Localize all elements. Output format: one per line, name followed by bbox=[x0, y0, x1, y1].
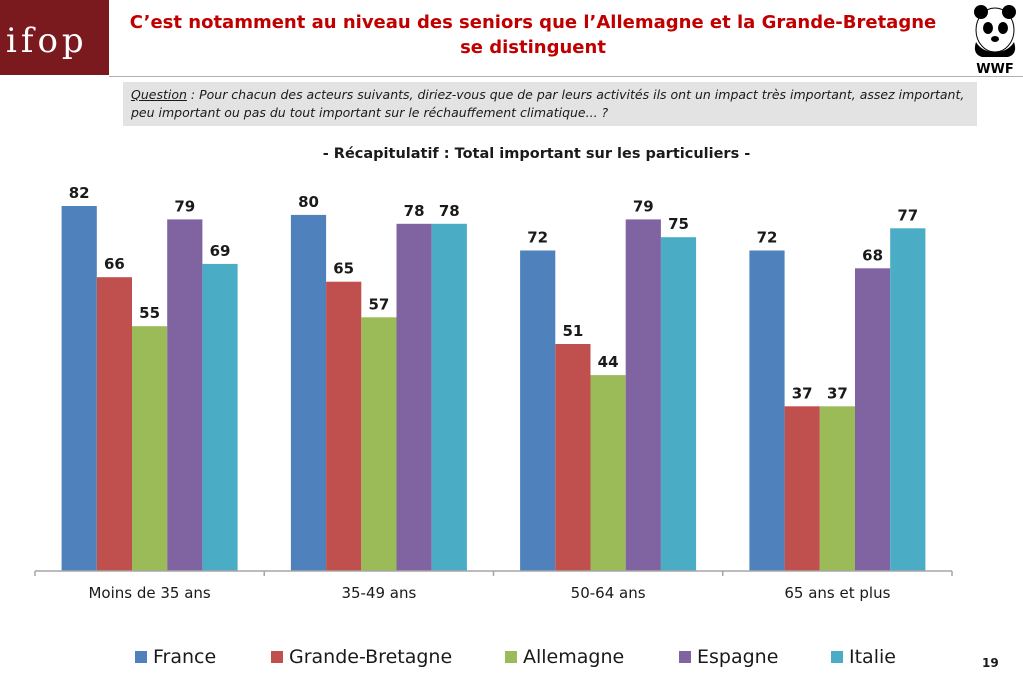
data-label: 55 bbox=[139, 304, 160, 322]
data-label: 79 bbox=[633, 197, 654, 215]
bar bbox=[819, 406, 855, 571]
header-divider bbox=[109, 76, 1023, 77]
legend-label: Espagne bbox=[697, 646, 779, 668]
bar bbox=[784, 406, 820, 571]
bar bbox=[431, 223, 467, 572]
data-label: 65 bbox=[333, 260, 354, 278]
legend-item: France bbox=[135, 646, 216, 668]
bar bbox=[167, 219, 203, 571]
data-label: 37 bbox=[827, 384, 848, 402]
bar bbox=[361, 317, 397, 571]
bar bbox=[132, 326, 168, 571]
bar bbox=[660, 237, 697, 571]
data-label: 57 bbox=[368, 295, 389, 313]
data-label: 69 bbox=[210, 242, 231, 260]
legend-swatch bbox=[505, 651, 517, 663]
bar bbox=[555, 344, 591, 571]
legend-item: Espagne bbox=[679, 646, 778, 668]
data-label: 75 bbox=[668, 215, 689, 233]
bar bbox=[396, 223, 432, 572]
question-label: Question bbox=[131, 87, 187, 102]
wwf-logo: WWF bbox=[968, 2, 1023, 77]
ifop-logo: ifop bbox=[0, 0, 109, 75]
data-label: 51 bbox=[562, 322, 583, 340]
question-text: : Pour chacun des acteurs suivants, diri… bbox=[131, 87, 965, 120]
legend-swatch bbox=[135, 651, 147, 663]
data-label: 79 bbox=[174, 197, 195, 215]
bar bbox=[890, 228, 926, 572]
page-number: 19 bbox=[982, 656, 999, 670]
panda-icon: WWF bbox=[974, 5, 1016, 77]
x-tick-label: 50-64 ans bbox=[571, 584, 646, 602]
legend-label: Grande-Bretagne bbox=[289, 646, 453, 668]
data-label: 78 bbox=[404, 202, 425, 220]
legend-item: Italie bbox=[831, 646, 896, 668]
data-label: 44 bbox=[598, 353, 619, 371]
legend-item: Grande-Bretagne bbox=[271, 646, 452, 668]
bar bbox=[590, 375, 626, 571]
data-label: 68 bbox=[862, 246, 883, 264]
ifop-logo-text: ifop bbox=[6, 21, 88, 61]
chart-subtitle: - Récapitulatif : Total important sur le… bbox=[322, 146, 751, 162]
data-label: 77 bbox=[897, 206, 918, 224]
bar bbox=[855, 268, 891, 571]
legend-label: Allemagne bbox=[523, 646, 625, 668]
legend-item: Allemagne bbox=[505, 646, 624, 668]
bar bbox=[749, 250, 785, 571]
bar bbox=[96, 277, 132, 571]
question-box: Question : Pour chacun des acteurs suiva… bbox=[123, 82, 977, 126]
x-tick-label: 65 ans et plus bbox=[784, 584, 890, 602]
bar bbox=[61, 206, 97, 571]
data-label: 80 bbox=[298, 193, 319, 211]
legend-swatch bbox=[679, 651, 691, 663]
bar bbox=[202, 263, 238, 571]
data-label: 37 bbox=[792, 384, 813, 402]
data-label: 82 bbox=[69, 184, 90, 202]
legend-label: Italie bbox=[849, 646, 896, 668]
data-label: 66 bbox=[104, 255, 125, 273]
data-label: 78 bbox=[439, 202, 460, 220]
chart-legend: France Grande-Bretagne Allemagne Espagne Ita… bbox=[0, 646, 1023, 670]
bar-chart: 82 66 55 79 69 Moins de 35 ans 80 65 57 78 78 35-49… bbox=[34, 184, 953, 602]
page-title: C’est notamment au niveau des seniors qu… bbox=[129, 12, 937, 58]
bar bbox=[326, 281, 362, 571]
wwf-logo-text: WWF bbox=[976, 62, 1014, 76]
data-label: 72 bbox=[757, 229, 778, 247]
x-tick-label: 35-49 ans bbox=[341, 584, 416, 602]
bar bbox=[290, 214, 327, 571]
legend-swatch bbox=[831, 651, 843, 663]
bar bbox=[625, 219, 661, 571]
legend-swatch bbox=[271, 651, 283, 663]
legend-label: France bbox=[153, 646, 217, 668]
bar bbox=[520, 250, 556, 571]
data-label: 72 bbox=[527, 229, 548, 247]
x-tick-label: Moins de 35 ans bbox=[88, 584, 210, 602]
